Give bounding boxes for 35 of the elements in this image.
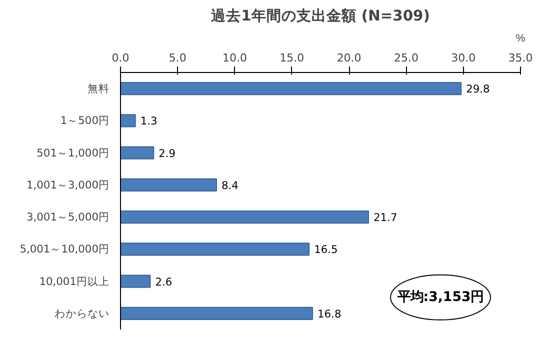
data-label: 21.7 — [374, 211, 398, 224]
bar — [120, 210, 369, 224]
bar — [120, 274, 151, 288]
y-tick-label: 501～1,000円 — [36, 146, 110, 160]
bar — [120, 82, 462, 96]
bar — [120, 178, 217, 192]
data-label: 29.8 — [466, 82, 490, 96]
x-tick-label: 0.0 — [112, 52, 130, 64]
x-tick-label: 20.0 — [336, 52, 362, 64]
y-tick-label: 10,001円以上 — [39, 274, 110, 288]
data-label: 1.3 — [140, 114, 158, 128]
bar — [120, 242, 310, 256]
data-label: 8.4 — [222, 178, 239, 192]
data-label: 16.5 — [314, 243, 338, 256]
data-label: 2.9 — [158, 146, 176, 160]
chart-title: 過去1年間の支出金額 (N=309) — [210, 8, 430, 24]
y-tick-label: 3,001～5,000円 — [26, 210, 110, 224]
y-tick-label: 1～500円 — [60, 114, 110, 128]
x-tick-label: 10.0 — [222, 52, 248, 64]
y-tick-label: 無料 — [88, 82, 110, 96]
bar — [120, 114, 136, 128]
bar — [120, 146, 154, 160]
x-tick-label: 15.0 — [280, 52, 304, 64]
data-label: 2.6 — [155, 275, 172, 288]
x-tick-label: 25.0 — [394, 52, 418, 64]
data-label: 16.8 — [318, 307, 342, 320]
y-tick-label: 1,001～3,000円 — [26, 178, 110, 192]
bar — [120, 306, 313, 320]
annotation: 平均:3,153円 — [396, 290, 484, 305]
y-tick-label: 5,001～10,000円 — [20, 242, 110, 256]
x-tick-label: 35.0 — [508, 52, 533, 64]
x-axis-title: % — [516, 32, 526, 44]
x-tick-label: 5.0 — [168, 52, 186, 64]
y-tick-label: わからない — [54, 306, 110, 320]
x-tick-label: 30.0 — [451, 52, 476, 64]
